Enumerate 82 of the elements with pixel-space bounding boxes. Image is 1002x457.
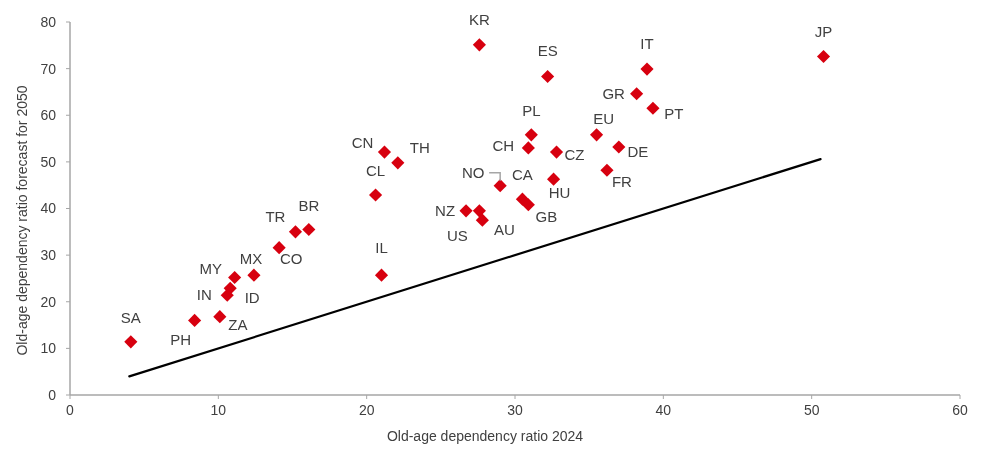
point [377, 145, 392, 159]
annotation: NO [461, 163, 485, 181]
y-tick-label: 30 [40, 247, 57, 264]
point [630, 87, 644, 101]
annotation: GR [602, 85, 626, 103]
annotation: SA [120, 309, 141, 327]
point [272, 241, 286, 255]
point [640, 62, 654, 76]
annotation: HU [548, 184, 571, 202]
y-tick-label: 70 [40, 60, 57, 77]
annotation: NZ [435, 202, 456, 220]
point [646, 101, 660, 115]
y-tick-label: 20 [40, 293, 57, 310]
point [521, 198, 535, 212]
point [472, 204, 486, 218]
point [188, 313, 202, 327]
y-tick-label: 60 [40, 107, 57, 124]
x-tick-label: 40 [655, 402, 672, 418]
annotation: EU [593, 110, 615, 128]
point [493, 179, 507, 193]
annotation: CZ [564, 146, 585, 164]
point [223, 281, 237, 295]
annotation: CA [511, 166, 533, 184]
point [816, 49, 831, 64]
point [549, 145, 564, 159]
y-tick-label: 10 [40, 340, 57, 357]
y-tick-label: 50 [40, 153, 57, 170]
point [288, 225, 303, 239]
annotation: CL [365, 162, 386, 180]
annotation: PT [664, 104, 684, 122]
point [391, 156, 405, 170]
x-tick-label: 10 [210, 402, 227, 418]
point [521, 141, 535, 155]
point [374, 268, 389, 282]
x-tick-label: 0 [66, 402, 75, 418]
point [472, 38, 486, 52]
annotation: PL [522, 102, 541, 120]
annotation: CO [279, 249, 303, 267]
annotation: ES [537, 41, 558, 59]
annotation: CH [492, 137, 515, 155]
point [369, 188, 383, 202]
point [524, 128, 538, 142]
point [228, 270, 242, 285]
point [247, 268, 261, 282]
annotation: JP [814, 22, 833, 40]
annotation: IN [196, 286, 212, 304]
x-axis-title: Old-age dependency ratio 2024 [386, 428, 584, 444]
point [612, 140, 626, 154]
annotation: TR [265, 208, 286, 226]
annotation: ZA [228, 315, 248, 333]
annotation: IL [375, 239, 388, 257]
annotation: DE [627, 143, 649, 161]
annotation: IT [640, 35, 654, 53]
annotation: FR [611, 172, 633, 190]
point [475, 213, 489, 227]
point [600, 163, 614, 177]
y-tick-label: 0 [48, 386, 57, 403]
y-tick-label: 80 [40, 13, 57, 30]
point [459, 204, 473, 218]
annotation: PH [170, 330, 192, 348]
point [213, 310, 227, 324]
x-tick-label: 20 [358, 402, 375, 418]
annotation: MY [199, 259, 222, 277]
annotation: TH [409, 139, 430, 157]
y-tick-label: 40 [40, 200, 57, 217]
y-axis-title: Old-age dependency ratio forecast for 2050 [14, 85, 30, 356]
annotation: GB [535, 208, 558, 226]
annotation: US [446, 227, 468, 245]
annotation: KR [468, 11, 490, 29]
point [302, 222, 316, 237]
annotation: BR [298, 196, 320, 214]
annotation: AU [493, 221, 515, 239]
point [547, 172, 561, 186]
point [590, 128, 604, 142]
x-tick-label: 50 [803, 402, 820, 418]
annotation: CN [351, 134, 374, 152]
x-tick-label: 30 [507, 402, 523, 418]
point [541, 69, 555, 84]
point [124, 335, 138, 349]
annotation: ID [244, 289, 260, 307]
x-tick-label: 60 [952, 402, 968, 418]
annotation: MX [239, 250, 263, 268]
